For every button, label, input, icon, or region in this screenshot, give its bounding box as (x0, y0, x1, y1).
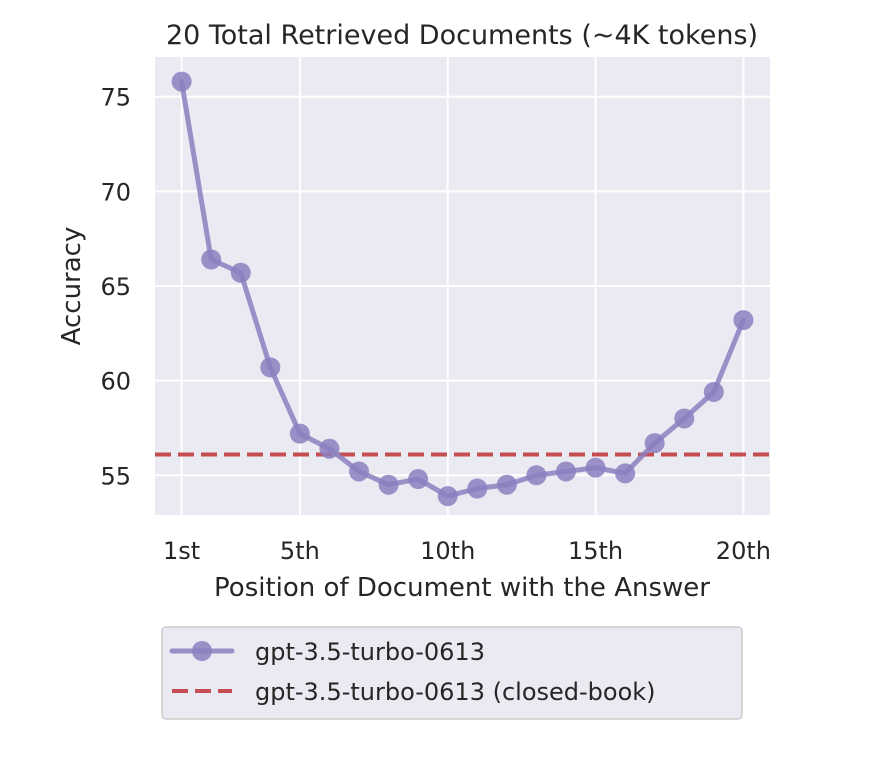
legend-box (161, 626, 743, 720)
data-point (319, 438, 340, 459)
x-tick-label: 15th (568, 537, 623, 565)
legend: gpt-3.5-turbo-0613 gpt-3.5-turbo-0613 (c… (161, 626, 743, 720)
data-point (496, 474, 517, 495)
y-tick-label: 70 (100, 178, 131, 206)
data-point (703, 381, 724, 402)
data-point (378, 474, 399, 495)
x-tick-labels: 1st 5th 10th 15th 20th (163, 537, 771, 565)
data-point (289, 423, 310, 444)
y-axis-title: Accuracy (57, 227, 87, 346)
data-point (171, 71, 192, 92)
data-point (585, 457, 606, 478)
x-axis-title: Position of Document with the Answer (214, 573, 710, 603)
accuracy-series (171, 71, 754, 507)
data-point (733, 310, 754, 331)
data-point (349, 461, 370, 482)
data-point (260, 357, 281, 378)
legend-label-open-book: gpt-3.5-turbo-0613 (255, 638, 485, 666)
x-tick-label: 20th (716, 537, 771, 565)
x-tick-label: 1st (163, 537, 200, 565)
y-tick-labels: 55 60 65 70 75 (100, 84, 131, 491)
y-tick-label: 60 (100, 368, 131, 396)
y-tick-label: 55 (100, 462, 131, 490)
data-point (526, 465, 547, 486)
x-tick-label: 10th (420, 537, 475, 565)
data-point (467, 478, 488, 499)
legend-label-closed-book: gpt-3.5-turbo-0613 (closed-book) (255, 678, 656, 706)
data-point (674, 408, 695, 429)
data-point (437, 486, 458, 507)
y-tick-label: 75 (100, 84, 131, 112)
x-tick-label: 5th (280, 537, 320, 565)
chart-title: 20 Total Retrieved Documents (~4K tokens… (166, 20, 758, 51)
data-point (644, 433, 665, 454)
data-point (615, 463, 636, 484)
legend-marker-swatch (192, 641, 212, 661)
data-point (230, 262, 251, 283)
data-point (408, 469, 429, 490)
data-point (555, 461, 576, 482)
data-point (201, 249, 222, 270)
y-tick-label: 65 (100, 273, 131, 301)
